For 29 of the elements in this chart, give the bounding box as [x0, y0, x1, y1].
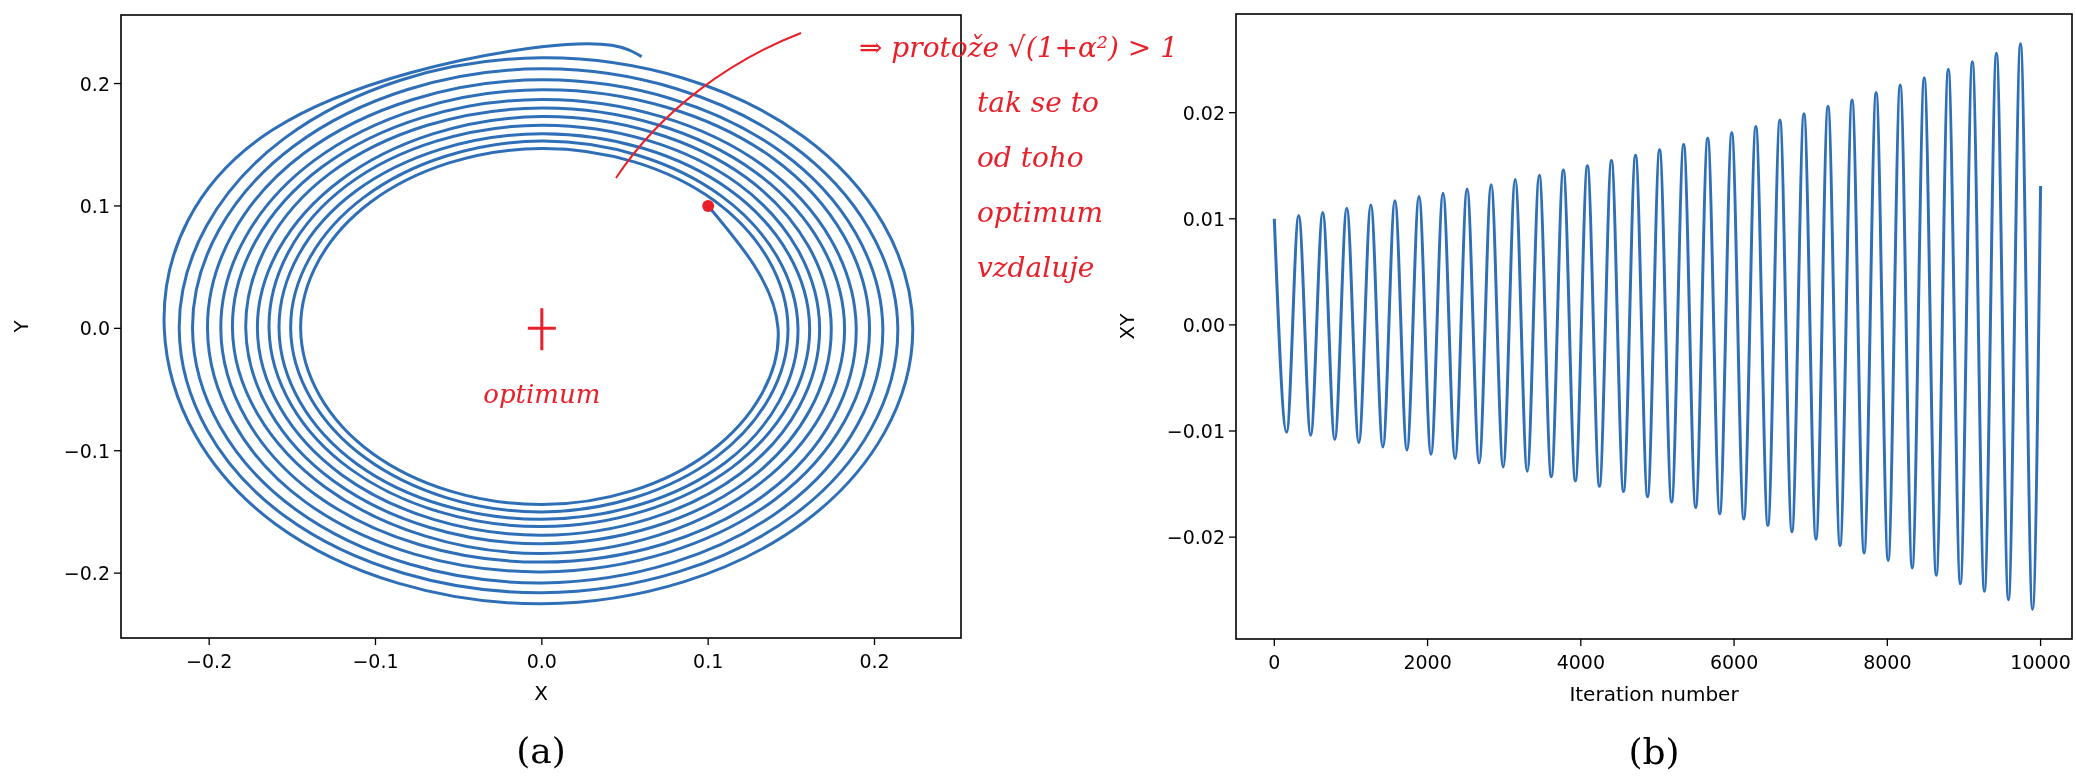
y-tick-label: 0.0	[79, 317, 110, 340]
y-axis-title: Y	[9, 319, 33, 334]
x-axis-title: Iteration number	[1569, 682, 1740, 706]
x-tick-label: 0.2	[859, 650, 890, 672]
x-tick-label: 10000	[2010, 651, 2071, 673]
x-tick-label: 0.0	[526, 650, 557, 672]
x-tick-label: −0.2	[186, 650, 233, 672]
y-tick-label: 0.00	[1182, 313, 1225, 336]
y-axis-title: XY	[1115, 312, 1139, 340]
x-tick-label: 0.1	[693, 650, 724, 672]
x-tick-label: −0.1	[352, 650, 399, 672]
x-tick-label: 0	[1268, 651, 1281, 673]
x-tick-label: 8000	[1863, 651, 1912, 673]
annotation: optimum	[483, 379, 601, 410]
line-series	[1272, 42, 2043, 611]
x-tick-label: 4000	[1556, 651, 1605, 673]
text: (b)	[1628, 731, 1680, 772]
y-tick-label: 0.1	[79, 194, 110, 217]
y-tick-label: −0.1	[63, 439, 110, 462]
y-tick-label: 0.02	[1182, 101, 1225, 124]
y-tick-label: 0.2	[79, 72, 110, 95]
y-tick-label: −0.02	[1166, 526, 1225, 549]
x-tick-label: 2000	[1403, 651, 1452, 673]
x-axis-title: X	[534, 681, 549, 705]
x-tick-label: 6000	[1709, 651, 1759, 673]
text: (a)	[516, 730, 566, 771]
y-tick-label: 0.01	[1182, 207, 1225, 230]
y-tick-label: −0.01	[1166, 420, 1225, 443]
y-tick-label: −0.2	[63, 562, 110, 585]
